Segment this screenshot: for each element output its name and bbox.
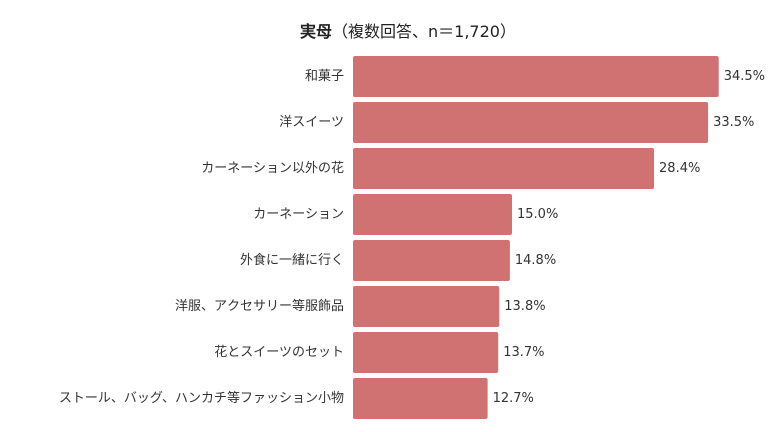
chart-subtitle: （複数回答、n＝1,720） bbox=[332, 22, 516, 41]
value-label-6: 13.8% bbox=[504, 299, 545, 314]
chart-title-block: 実母（複数回答、n＝1,720） bbox=[300, 18, 680, 42]
bar-8 bbox=[353, 378, 488, 419]
category-label-1: 和菓子 bbox=[305, 69, 344, 84]
category-label-7: 花とスイーツのセット bbox=[214, 344, 344, 360]
category-label-3: カーネーション以外の花 bbox=[201, 160, 344, 176]
value-label-5: 14.8% bbox=[515, 253, 556, 268]
value-label-1: 34.5% bbox=[724, 69, 765, 84]
bar-4 bbox=[353, 194, 512, 235]
category-label-4: カーネーション bbox=[253, 207, 344, 222]
bar-6 bbox=[353, 286, 500, 327]
bar-5 bbox=[353, 240, 510, 281]
bar-3 bbox=[353, 148, 655, 189]
category-label-6: 洋服、アクセサリー等服飾品 bbox=[175, 298, 344, 314]
bar-7 bbox=[353, 332, 499, 373]
value-label-8: 12.7% bbox=[493, 391, 534, 406]
value-label-2: 33.5% bbox=[713, 115, 754, 130]
bar-1 bbox=[353, 56, 719, 97]
category-label-2: 洋スイーツ bbox=[279, 115, 344, 130]
chart-title: 実母 bbox=[300, 22, 333, 41]
value-label-3: 28.4% bbox=[659, 161, 700, 176]
value-label-4: 15.0% bbox=[517, 207, 558, 222]
bar-2 bbox=[353, 102, 709, 143]
category-label-8: ストール、バッグ、ハンカチ等ファッション小物 bbox=[59, 390, 344, 406]
category-label-5: 外食に一緒に行く bbox=[240, 252, 344, 268]
value-label-7: 13.7% bbox=[503, 345, 544, 360]
